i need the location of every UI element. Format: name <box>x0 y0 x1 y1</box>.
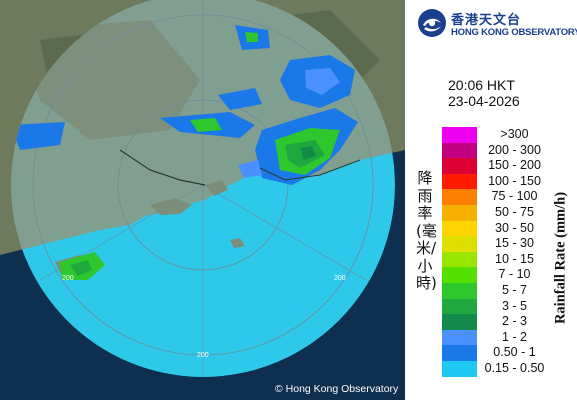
agency-name-zh: 香港天文台 <box>451 13 522 28</box>
legend-swatch <box>442 158 477 174</box>
legend-swatch <box>442 189 477 205</box>
legend-label: 5 - 7 <box>501 282 527 297</box>
legend-color-scale <box>442 127 477 377</box>
legend-label: 50 - 75 <box>495 204 534 219</box>
legend-label: 100 - 150 <box>488 173 541 188</box>
legend-label: 10 - 15 <box>495 251 534 266</box>
legend-label: 7 - 10 <box>498 267 531 282</box>
legend-swatch <box>442 314 477 330</box>
legend-title-zh: 降雨率(毫米/小時) <box>416 169 437 292</box>
legend-swatch <box>442 329 477 346</box>
legend-swatch <box>442 204 477 221</box>
radial-line <box>202 184 367 281</box>
observation-date: 23-04-2026 <box>448 93 520 109</box>
ring-label-south: 200 <box>197 352 209 359</box>
ring-label-west: 200 <box>62 275 74 282</box>
legend-swatch <box>442 267 477 283</box>
legend-label: >300 <box>500 127 529 141</box>
legend-labels: >300 200 - 300 150 - 200 100 - 150 75 - 100 5… <box>477 127 552 377</box>
legend-label: 15 - 30 <box>495 236 534 251</box>
legend-swatch <box>442 173 477 190</box>
legend-swatch <box>442 298 477 315</box>
copyright-text: © Hong Kong Observatory <box>275 383 399 395</box>
agency-logo: 香港天文台 HONG KONG OBSERVATORY <box>415 6 577 42</box>
legend-swatch <box>442 127 477 143</box>
legend-label: 75 - 100 <box>491 189 538 204</box>
legend-label: 0.15 - 0.50 <box>484 360 545 375</box>
legend-swatch <box>442 345 477 361</box>
legend-swatch <box>442 282 477 299</box>
legend-swatch <box>442 236 477 252</box>
legend-label: 2 - 3 <box>501 314 527 329</box>
legend-swatch <box>442 251 477 268</box>
radar-map: 200 200 200 © Hong Kong Observatory <box>0 0 405 400</box>
river-line <box>119 149 206 186</box>
ring-label-east: 200 <box>334 275 346 282</box>
rain-echoes <box>11 25 358 280</box>
legend-label: 150 - 200 <box>488 158 541 173</box>
observation-time: 20:06 HKT <box>448 77 515 93</box>
island-hk <box>205 180 228 196</box>
legend-label: 200 - 300 <box>488 142 541 157</box>
hko-logo-icon <box>418 9 446 37</box>
coastline <box>259 159 361 181</box>
legend-swatch <box>442 142 477 159</box>
info-panel: 香港天文台 HONG KONG OBSERVATORY 20:06 HKT 23… <box>405 0 577 400</box>
legend-swatch <box>442 360 477 377</box>
legend-label: 0.50 - 1 <box>493 345 536 360</box>
legend-label: 30 - 50 <box>495 220 534 235</box>
legend-label: 3 - 5 <box>501 298 527 313</box>
agency-name-en: HONG KONG OBSERVATORY <box>451 27 577 38</box>
legend-label: 1 - 2 <box>501 329 527 344</box>
island-lantau <box>150 198 192 215</box>
legend-swatch <box>442 220 477 237</box>
legend-title-en: Rainfall Rate (mm/h) <box>552 191 569 325</box>
